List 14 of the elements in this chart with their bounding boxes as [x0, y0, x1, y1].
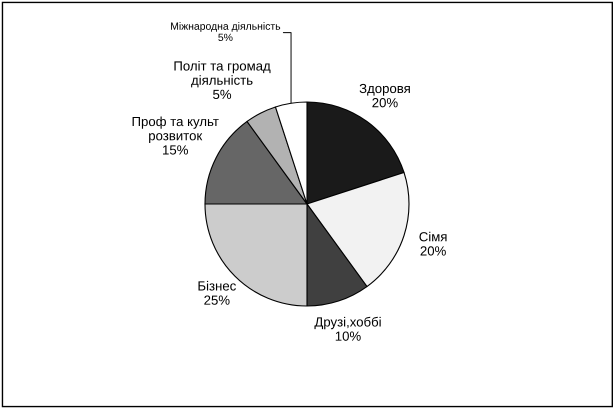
data-label: 20% — [420, 246, 446, 256]
slice-label: Політ та громад діяльність — [174, 60, 271, 88]
data-label: 5% — [213, 90, 232, 100]
data-label: 20% — [372, 98, 398, 108]
slice-label: Проф та культ розвиток — [132, 116, 219, 144]
slice-label: Бізнес — [198, 280, 236, 291]
data-label: 5% — [218, 34, 233, 42]
data-label: 10% — [336, 331, 361, 341]
slice-label: Друзі,хоббі — [314, 316, 381, 330]
data-label: 25% — [204, 295, 230, 305]
slice-label: Сімя — [419, 232, 447, 242]
data-label: 15% — [163, 145, 188, 155]
slice-label: Міжнародна діяльність — [171, 22, 280, 32]
slice-label: Здоровя — [360, 84, 410, 96]
